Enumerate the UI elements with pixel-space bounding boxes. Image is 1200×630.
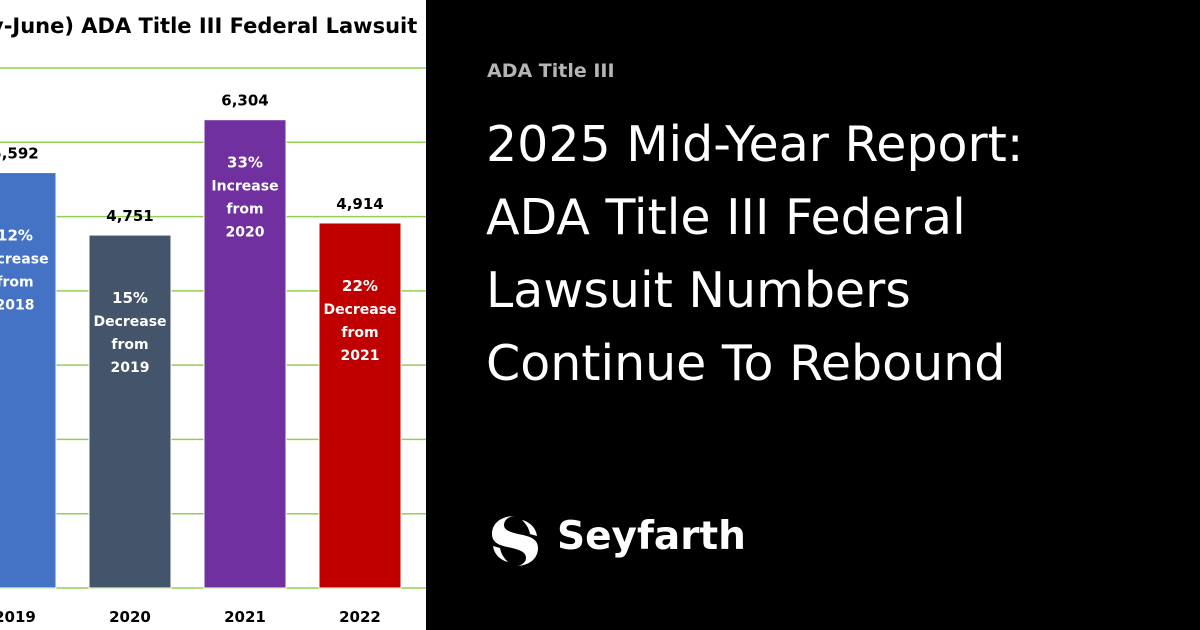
bar-annotation: from	[0, 275, 34, 291]
value-label: 5,592	[0, 145, 39, 163]
x-tick-label: 2020	[109, 608, 151, 626]
headline-line: Continue To Rebound	[486, 335, 1006, 392]
bar-annotation: 12%	[0, 227, 33, 245]
value-label: 6,304	[221, 92, 268, 110]
value-label: 4,751	[106, 207, 153, 225]
x-tick-label: 2022	[339, 608, 381, 626]
headline-line: Lawsuit Numbers	[486, 262, 911, 319]
bar	[318, 222, 402, 589]
chart-title: y-June) ADA Title III Federal Lawsuit	[0, 14, 417, 38]
bar-annotation: 22%	[342, 277, 378, 295]
bar-annotation: Increase	[0, 252, 49, 268]
brand: Seyfarth	[557, 514, 746, 559]
bar-annotation: Increase	[211, 179, 278, 195]
headline-line: ADA Title III Federal	[486, 189, 966, 246]
bar-annotation: 33%	[227, 154, 263, 172]
bar-annotation: 2018	[0, 298, 34, 314]
x-tick-label: 2019	[0, 608, 36, 626]
bar-annotation: 2020	[226, 225, 265, 241]
bar-annotation: Decrease	[93, 314, 166, 330]
bar-annotation: from	[226, 202, 263, 218]
text-panel: ADA Title III 2025 Mid-Year Report: ADA T…	[426, 0, 1200, 630]
bar	[88, 234, 172, 589]
bar	[203, 119, 287, 589]
bar-annotation: 2021	[341, 348, 380, 364]
bar-annotation: 2019	[111, 360, 150, 376]
bar-annotation: Decrease	[323, 302, 396, 318]
bar	[0, 172, 57, 589]
logo-icon	[492, 516, 538, 566]
value-label: 4,914	[336, 195, 383, 213]
headline-line: 2025 Mid-Year Report:	[486, 116, 1024, 173]
headline: 2025 Mid-Year Report: ADA Title III Feder…	[486, 108, 1023, 400]
bar-annotation: 15%	[112, 289, 148, 307]
x-tick-label: 2021	[224, 608, 266, 626]
category: ADA Title III	[487, 60, 615, 82]
bar-annotation: from	[111, 337, 148, 353]
chart: y-June) ADA Title III Federal Lawsuit 5,…	[0, 0, 426, 630]
bar-annotation: from	[341, 325, 378, 341]
